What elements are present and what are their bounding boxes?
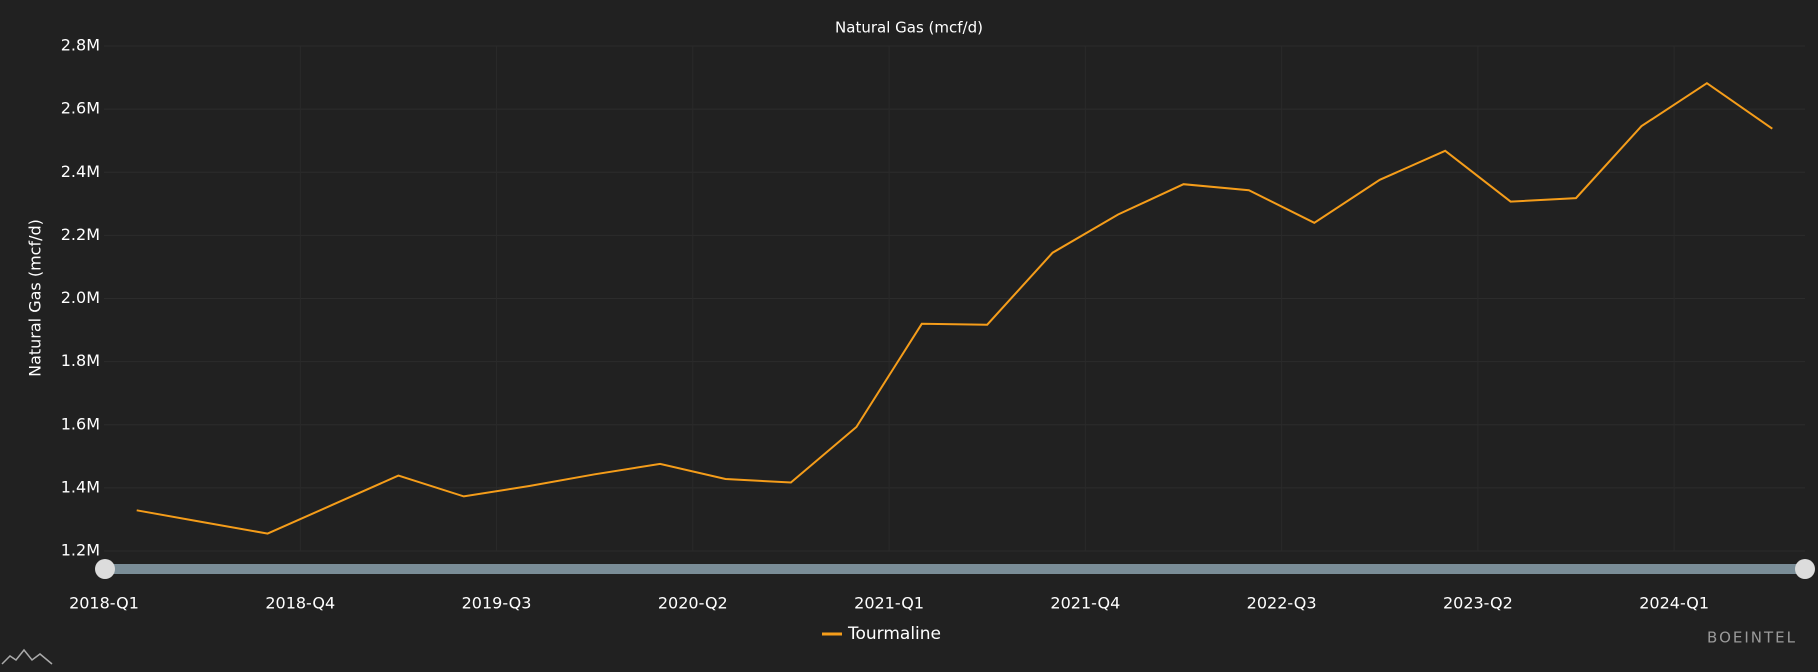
zoom-handle-right[interactable] (1795, 559, 1815, 579)
x-tick-label: 2019-Q3 (462, 594, 532, 613)
y-tick-label: 2.4M (61, 162, 100, 181)
legend-label: Tourmaline (847, 624, 941, 644)
logo-icon (1, 648, 53, 665)
zoom-slider-track[interactable] (104, 564, 1805, 574)
zoom-handle-left[interactable] (95, 559, 115, 579)
y-tick-label: 1.2M (61, 541, 100, 560)
x-tick-label: 2024-Q1 (1639, 594, 1709, 613)
y-tick-label: 2.2M (61, 225, 100, 244)
watermark: BOEINTEL (1707, 629, 1797, 647)
x-tick-label: 2023-Q2 (1443, 594, 1513, 613)
x-tick-label: 2021-Q4 (1050, 594, 1120, 613)
line-series (136, 81, 1773, 535)
y-tick-label: 1.8M (61, 351, 100, 370)
x-tick-label: 2018-Q1 (69, 594, 139, 613)
y-axis-label: Natural Gas (mcf/d) (26, 219, 45, 377)
y-tick-label: 2.0M (61, 288, 100, 307)
y-tick-label: 2.6M (61, 99, 100, 118)
y-tick-label: 1.4M (61, 477, 100, 496)
x-tick-label: 2018-Q4 (265, 594, 335, 613)
x-tick-label: 2022-Q3 (1247, 594, 1317, 613)
chart-title: Natural Gas (mcf/d) (835, 19, 983, 37)
x-tick-label: 2020-Q2 (658, 594, 728, 613)
x-tick-label: 2021-Q1 (854, 594, 924, 613)
y-tick-label: 2.8M (61, 36, 100, 55)
y-tick-label: 1.6M (61, 414, 100, 433)
